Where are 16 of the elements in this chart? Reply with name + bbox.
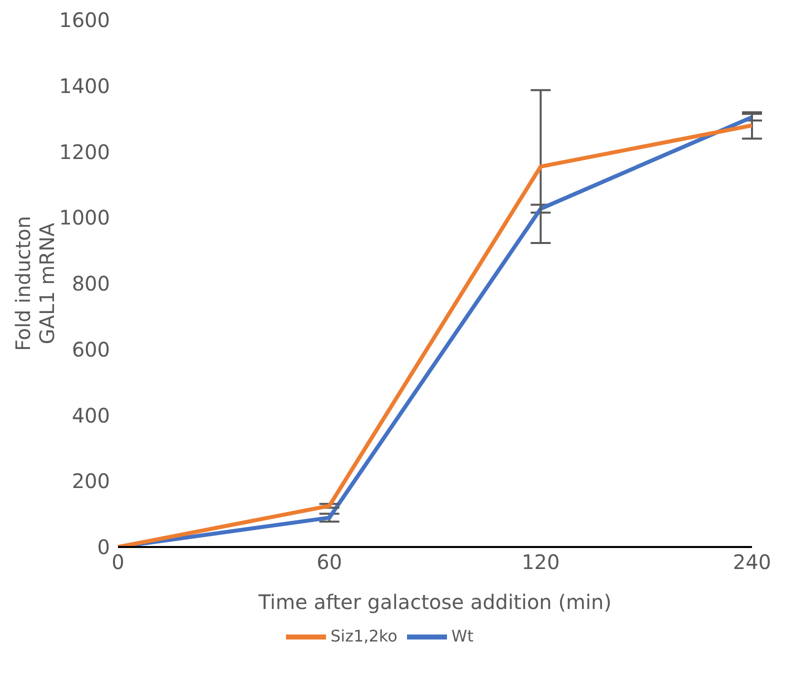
x-axis-title: Time after galactose addition (min) [257, 590, 612, 614]
y-tick-label: 1000 [59, 206, 110, 230]
y-tick-label: 0 [97, 535, 110, 560]
x-tick-label: 240 [732, 550, 772, 574]
y-tick-label: 800 [72, 272, 110, 296]
y-tick-label: 200 [72, 469, 110, 494]
legend-label: Siz1,2ko [330, 626, 398, 646]
x-tick-label: 120 [522, 550, 560, 574]
y-tick-label: 1400 [59, 74, 110, 98]
x-tick-label: 60 [316, 550, 342, 574]
y-axis-title: Fold inducton GAL1 mRNA [11, 216, 59, 351]
legend-label: Wt [451, 626, 474, 646]
y-tick-label: 600 [72, 337, 110, 362]
y-tick-label: 1600 [59, 8, 110, 32]
y-tick-label: 1200 [59, 140, 110, 164]
y-tick-label: 400 [72, 403, 110, 428]
